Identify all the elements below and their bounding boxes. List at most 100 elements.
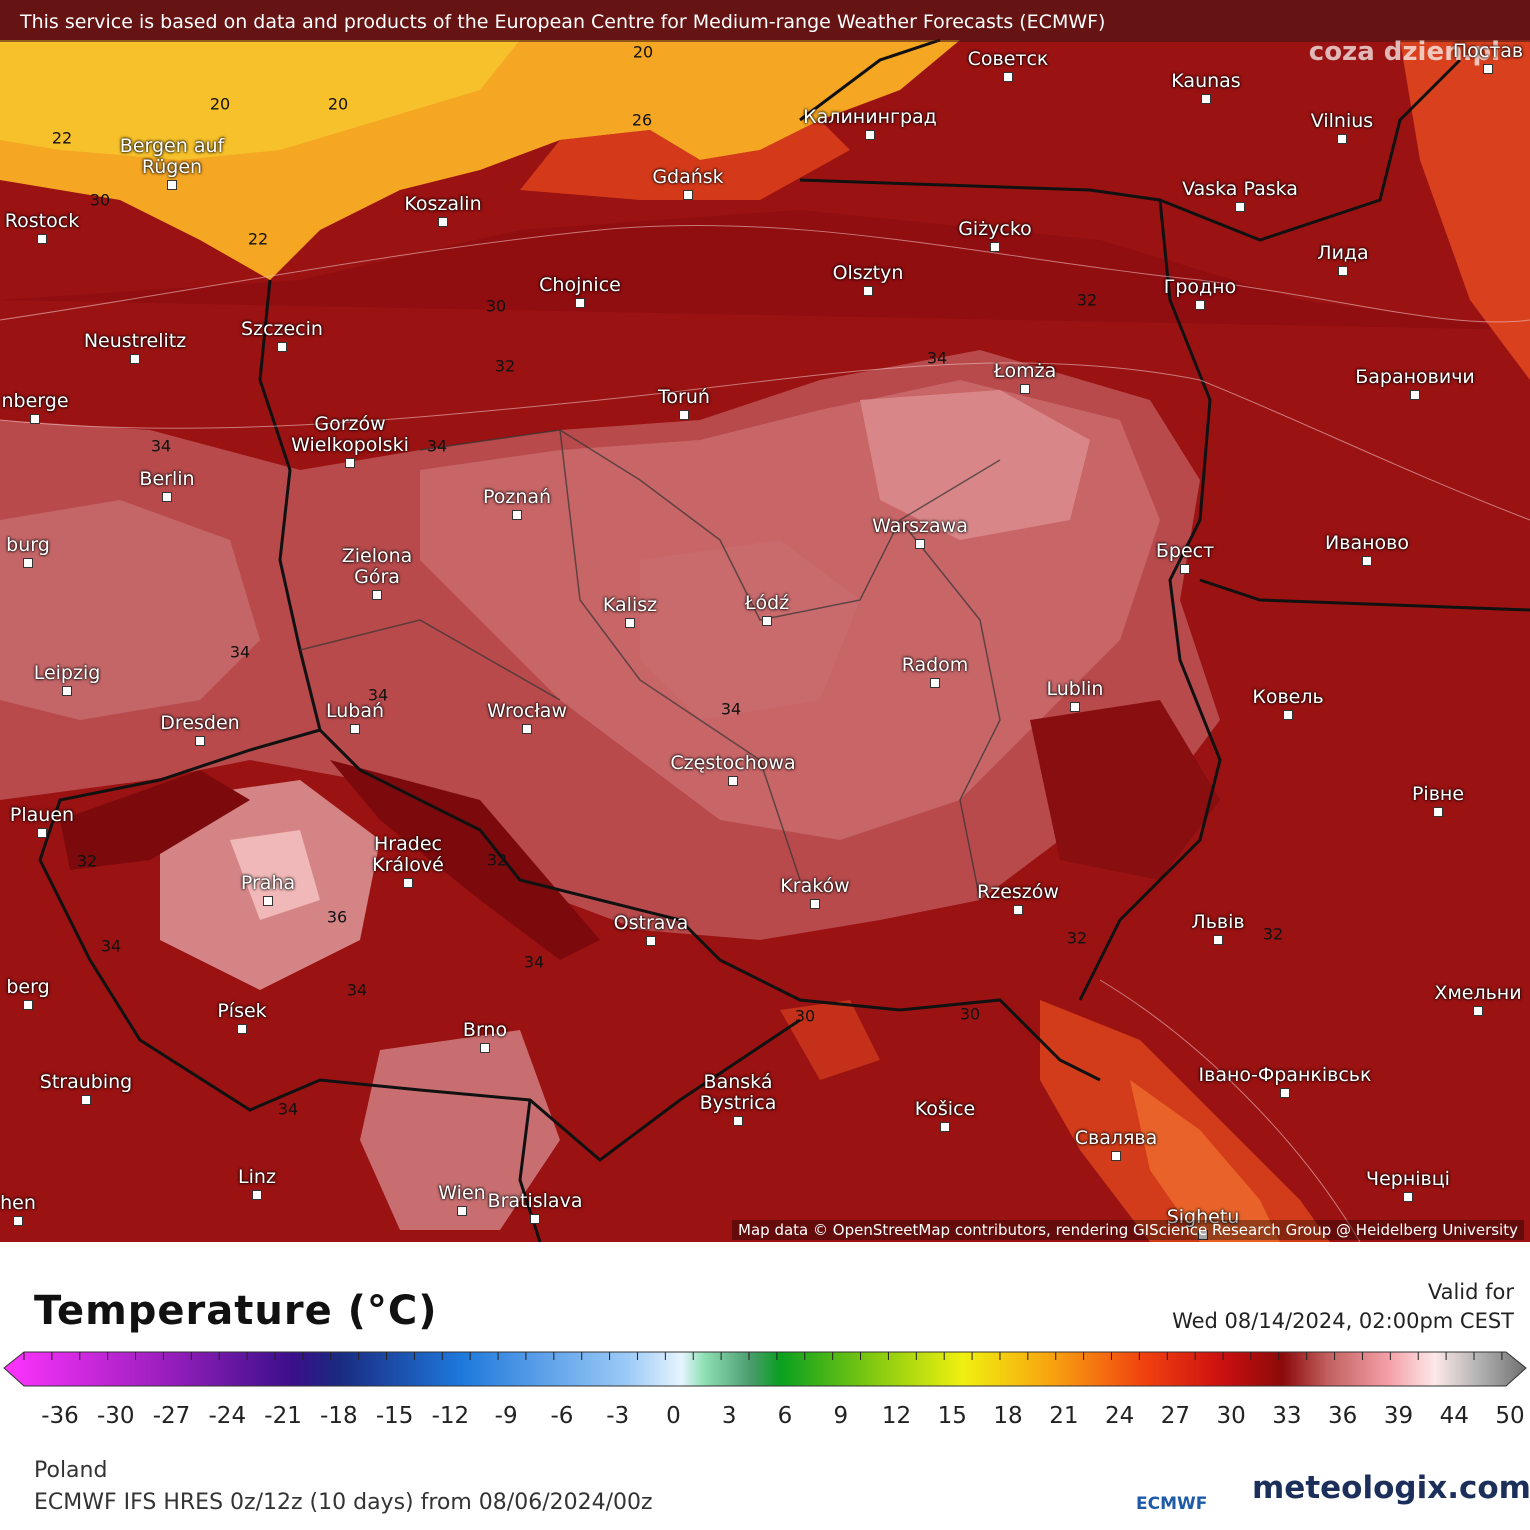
city-label: Chojnice xyxy=(539,274,621,296)
city-label: Warszawa xyxy=(872,515,968,537)
city-marker xyxy=(37,234,47,244)
color-bar xyxy=(3,1351,1527,1387)
city-label: Барановичи xyxy=(1355,366,1475,388)
city-label: Советск xyxy=(967,48,1049,70)
city-label: Kaunas xyxy=(1171,70,1241,92)
city-label: Ковель xyxy=(1252,686,1324,708)
city-marker xyxy=(1362,556,1372,566)
city-marker xyxy=(1070,702,1080,712)
city-label: Bratislava xyxy=(487,1190,583,1212)
watermark: coza dzien.pl xyxy=(1308,37,1500,67)
city-label: Rzeszów xyxy=(977,881,1059,903)
city-marker xyxy=(237,1024,247,1034)
city-label: Рівне xyxy=(1411,783,1465,805)
city-label: Radom xyxy=(901,654,969,676)
city-marker xyxy=(162,492,172,502)
city-label: hen xyxy=(0,1192,36,1214)
city-marker xyxy=(1280,1088,1290,1098)
city-label: Свалява xyxy=(1074,1127,1158,1149)
city-label: Lublin xyxy=(1046,678,1104,700)
city-label: Koszalin xyxy=(404,193,482,215)
city-marker xyxy=(990,242,1000,252)
city-marker xyxy=(1337,134,1347,144)
city-label: Toruń xyxy=(658,386,710,408)
city-label: Bergen auf Rügen xyxy=(119,135,225,178)
city-label: Písek xyxy=(217,1000,267,1022)
city-marker xyxy=(625,618,635,628)
city-label: Иваново xyxy=(1325,532,1409,554)
city-marker xyxy=(23,1000,33,1010)
city-label: Zielona Góra xyxy=(341,545,413,588)
contour-label: 34 xyxy=(926,348,948,368)
scale-tick-label: -21 xyxy=(264,1403,302,1429)
city-marker xyxy=(23,558,33,568)
city-label: Лида xyxy=(1317,242,1369,264)
contour-label: 32 xyxy=(1066,928,1088,948)
city-label: Wrocław xyxy=(487,700,567,722)
city-marker xyxy=(263,896,273,906)
city-label: Łomża xyxy=(993,360,1057,382)
legend-title: Temperature (°C) xyxy=(34,1288,438,1334)
valid-time: Wed 08/14/2024, 02:00pm CEST xyxy=(1172,1309,1514,1333)
city-label: Постав xyxy=(1452,40,1524,62)
city-marker xyxy=(683,190,693,200)
contour-label: 22 xyxy=(247,229,269,249)
contour-label: 34 xyxy=(523,952,545,972)
scale-tick-label: 3 xyxy=(721,1403,737,1429)
city-label: Ostrava xyxy=(613,912,689,934)
city-marker xyxy=(1111,1151,1121,1161)
city-marker xyxy=(940,1122,950,1132)
city-marker xyxy=(863,286,873,296)
scale-tick-label: -27 xyxy=(152,1403,191,1429)
city-marker xyxy=(1473,1006,1483,1016)
scale-tick-label: 27 xyxy=(1160,1403,1191,1429)
city-label: berg xyxy=(6,976,50,998)
scale-tick-label: 21 xyxy=(1049,1403,1079,1429)
city-marker xyxy=(1213,935,1223,945)
contour-label: 20 xyxy=(327,94,349,114)
city-label: Gdańsk xyxy=(652,166,724,188)
scale-tick-label: 44 xyxy=(1439,1403,1469,1429)
scale-tick-label: 24 xyxy=(1104,1403,1135,1429)
contour-label: 36 xyxy=(326,907,348,927)
city-label: Plauen xyxy=(9,804,75,826)
city-marker xyxy=(81,1095,91,1105)
city-marker xyxy=(1020,384,1030,394)
scale-tick-label: 50 xyxy=(1495,1403,1525,1429)
contour-label: 32 xyxy=(1262,924,1284,944)
city-marker xyxy=(1483,64,1493,74)
scale-tick-label: -15 xyxy=(375,1403,414,1429)
city-label: Banská Bystrica xyxy=(699,1071,777,1114)
city-label: Гродно xyxy=(1163,276,1237,298)
city-marker xyxy=(1433,807,1443,817)
city-label: Kraków xyxy=(780,875,850,897)
city-label: Vilnius xyxy=(1310,110,1374,132)
city-label: Olsztyn xyxy=(832,262,904,284)
scale-tick-label: -18 xyxy=(320,1403,358,1429)
city-label: nberge xyxy=(1,390,69,412)
scale-tick-label: 33 xyxy=(1272,1403,1302,1429)
city-marker xyxy=(13,1216,23,1226)
scale-tick-label: 30 xyxy=(1216,1403,1246,1429)
city-label: Łódź xyxy=(744,592,790,614)
city-marker xyxy=(438,217,448,227)
scale-tick-label: -36 xyxy=(41,1403,79,1429)
city-label: Brno xyxy=(462,1019,508,1041)
city-label: Rostock xyxy=(4,210,80,232)
city-label: Berlin xyxy=(139,468,195,490)
city-marker xyxy=(350,724,360,734)
city-marker xyxy=(345,458,355,468)
color-scale xyxy=(3,1351,1527,1387)
contour-label: 20 xyxy=(209,94,231,114)
city-label: Hradec Králové xyxy=(372,833,444,876)
city-label: Vaska Paska xyxy=(1182,178,1298,200)
city-marker xyxy=(1003,72,1013,82)
city-label: Częstochowa xyxy=(670,752,796,774)
city-label: Neustrelitz xyxy=(83,330,187,352)
scale-tick-label: -3 xyxy=(606,1403,630,1429)
city-marker xyxy=(403,878,413,888)
city-marker xyxy=(62,686,72,696)
contour-label: 30 xyxy=(794,1006,816,1026)
city-marker xyxy=(728,776,738,786)
city-marker xyxy=(522,724,532,734)
